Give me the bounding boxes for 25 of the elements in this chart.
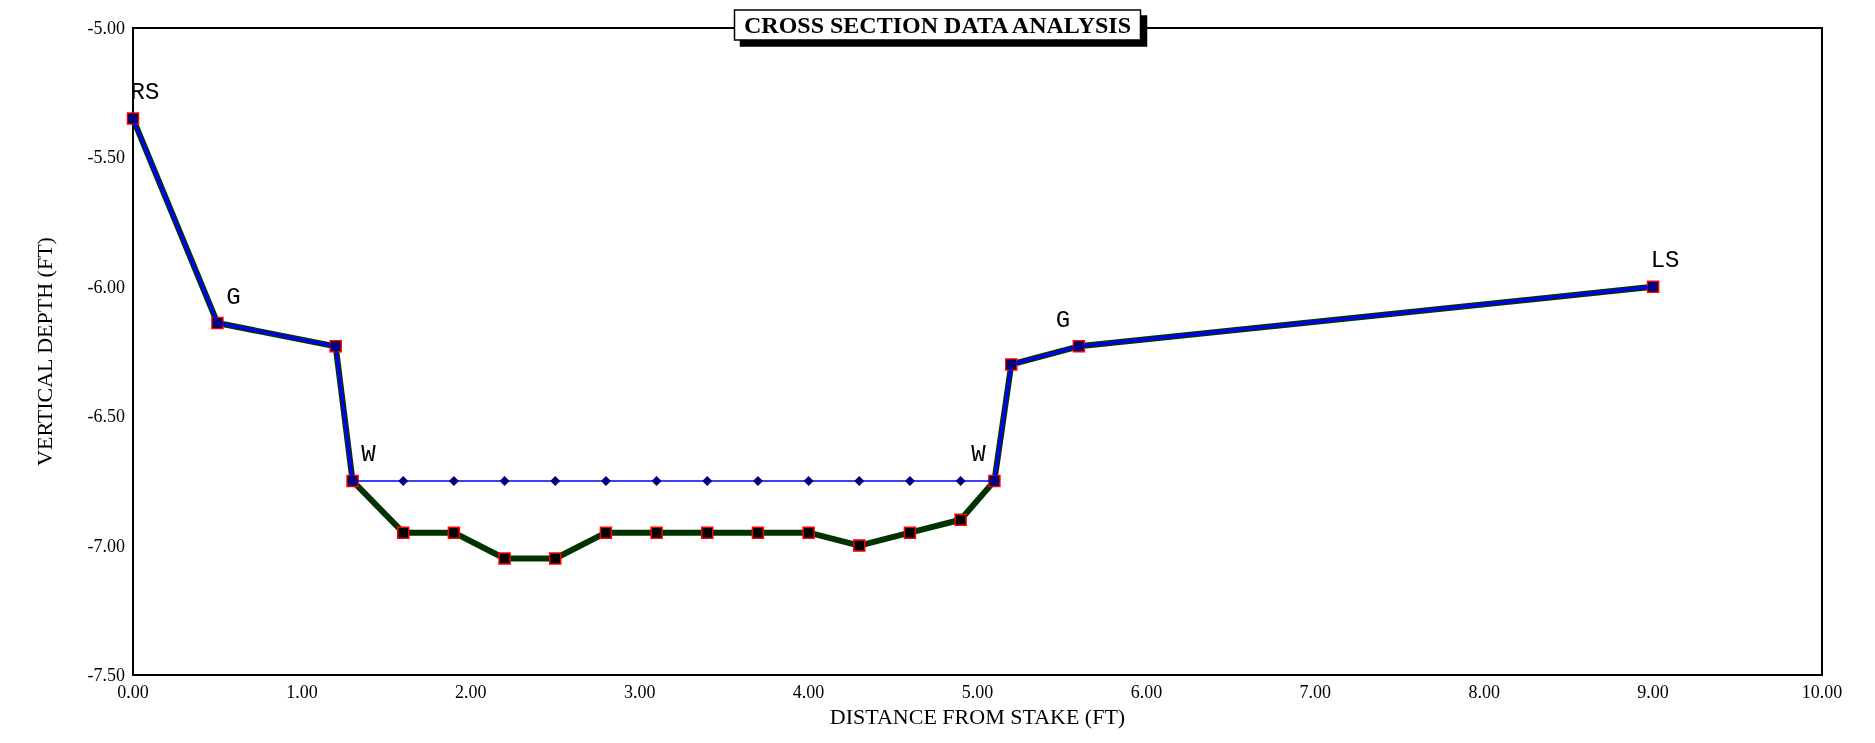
x-tick-label: 2.00 [455, 682, 487, 702]
x-tick-label: 5.00 [961, 682, 994, 702]
x-tick-label: 3.00 [623, 682, 656, 702]
annotation: LS [1650, 247, 1680, 275]
y-tick-label: -7.50 [87, 665, 125, 685]
x-tick-label: 9.00 [1637, 682, 1669, 702]
chart-title: CROSS SECTION DATA ANALYSIS [743, 12, 1132, 38]
y-tick-label: -6.50 [87, 406, 125, 427]
x-tick-label: 10.00 [1801, 682, 1843, 702]
x-tick-label: 8.00 [1468, 682, 1500, 702]
y-tick-label: -5.50 [87, 147, 125, 168]
x-tick-label: 0.00 [117, 682, 149, 702]
y-tick-label: -5.00 [87, 18, 125, 38]
x-axis-title: DISTANCE FROM STAKE (FT) [829, 704, 1126, 730]
y-tick-label: -7.00 [87, 535, 125, 556]
annotation: G [226, 283, 241, 311]
annotation: W [361, 441, 377, 469]
y-axis-title: VERTICAL DEPTH (FT) [31, 237, 57, 466]
x-tick-label: 7.00 [1299, 682, 1332, 702]
x-tick-label: 6.00 [1130, 682, 1163, 702]
annotation: W [971, 441, 987, 469]
annotation: G [1055, 306, 1071, 334]
y-tick-label: -6.00 [87, 276, 125, 297]
x-tick-label: 1.00 [286, 682, 318, 702]
x-tick-label: 4.00 [792, 682, 825, 702]
